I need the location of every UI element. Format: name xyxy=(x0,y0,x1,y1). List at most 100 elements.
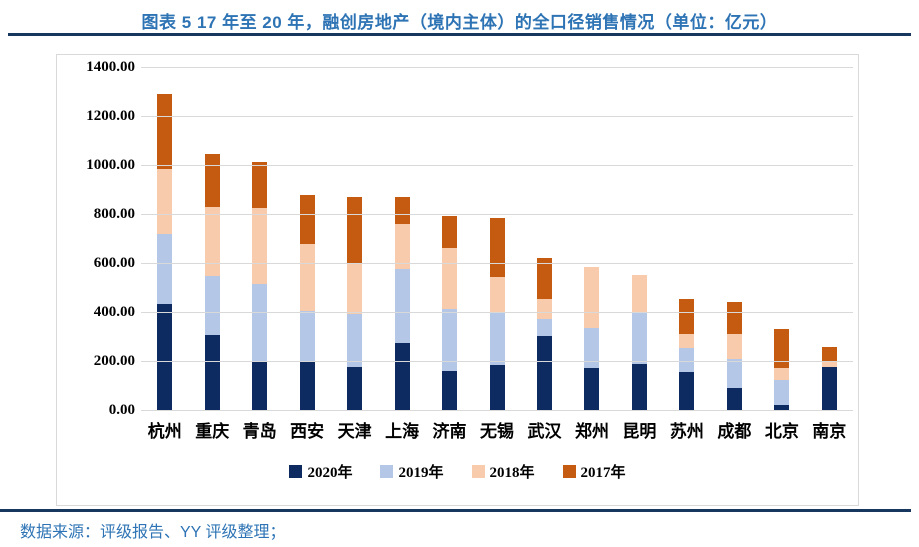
bar-segment xyxy=(631,312,647,364)
legend-label: 2017年 xyxy=(580,465,626,481)
bar-segment xyxy=(394,269,410,344)
legend-swatch xyxy=(471,465,485,478)
x-axis-label: 南京 xyxy=(812,422,847,441)
stacked-bar xyxy=(679,299,695,410)
stacked-bar xyxy=(726,301,742,410)
x-axis: 杭州 重庆 青岛 西安 天津 上海 济南 无锡 武汉 郑州 昆明 苏州 成都 北京 南京 xyxy=(141,417,853,442)
bar-segment xyxy=(442,370,458,410)
bar-segment xyxy=(442,215,458,248)
bar-segment xyxy=(442,247,458,310)
bar-segment xyxy=(774,379,790,406)
bar-column xyxy=(521,67,568,410)
x-axis-label: 重庆 xyxy=(195,422,230,441)
gridline xyxy=(141,262,853,264)
footer-divider xyxy=(0,509,911,512)
bars-layer xyxy=(141,67,853,410)
stacked-bar xyxy=(394,197,410,410)
stacked-bar xyxy=(489,217,505,410)
x-axis-label: 成都 xyxy=(717,422,752,441)
x-axis-label: 西安 xyxy=(290,422,325,441)
bar-column xyxy=(141,67,188,410)
bar-segment xyxy=(679,371,695,410)
bar-column xyxy=(663,67,710,410)
legend-item: 2019年 xyxy=(380,461,444,482)
y-axis-label: 0.00 xyxy=(108,402,135,418)
bar-segment xyxy=(347,314,363,368)
legend-item: 2020年 xyxy=(289,461,352,482)
x-axis-label: 杭州 xyxy=(147,422,182,441)
x-axis-label: 郑州 xyxy=(574,422,609,441)
x-axis-label: 昆明 xyxy=(622,422,657,441)
bar-segment xyxy=(299,361,315,410)
gridline xyxy=(141,115,853,117)
stacked-bar xyxy=(584,267,600,410)
bar-segment xyxy=(252,207,268,284)
bar-segment xyxy=(489,313,505,366)
bar-segment xyxy=(631,275,647,313)
bar-segment xyxy=(442,309,458,371)
bar-segment xyxy=(299,194,315,245)
bar-segment xyxy=(726,334,742,359)
bar-segment xyxy=(394,343,410,410)
bar-segment xyxy=(157,169,173,235)
bar-segment xyxy=(394,197,410,225)
legend-label: 2020年 xyxy=(307,465,353,481)
x-axis-label: 天津 xyxy=(337,422,372,441)
y-axis-label: 800.00 xyxy=(93,206,135,222)
chart-container: 0.00 200.00 400.00 600.00 800.00 1000.00 1200.… xyxy=(56,54,859,506)
chart-legend: 2020年 2019年 2018年 2017年 xyxy=(57,461,858,482)
bar-segment xyxy=(821,347,837,363)
stacked-bar xyxy=(442,215,458,410)
stacked-bar xyxy=(536,258,552,410)
bar-column xyxy=(711,67,758,410)
x-axis-label: 无锡 xyxy=(480,422,515,441)
bar-segment xyxy=(726,387,742,410)
bar-segment xyxy=(536,319,552,336)
bar-segment xyxy=(252,283,268,363)
bar-segment xyxy=(631,363,647,410)
bar-column xyxy=(378,67,425,410)
bar-segment xyxy=(679,299,695,335)
bar-column xyxy=(331,67,378,410)
x-axis-label: 济南 xyxy=(432,422,467,441)
bar-segment xyxy=(536,298,552,320)
title-divider xyxy=(8,33,911,36)
gridline xyxy=(141,66,853,68)
bar-column xyxy=(568,67,615,410)
stacked-bar xyxy=(204,154,220,410)
y-axis-label: 1200.00 xyxy=(86,108,135,124)
legend-item: 2018年 xyxy=(471,461,535,482)
gridline xyxy=(141,360,853,362)
stacked-bar xyxy=(631,275,647,410)
bar-segment xyxy=(394,224,410,270)
gridline xyxy=(141,409,853,411)
bar-segment xyxy=(347,263,363,315)
bar-segment xyxy=(252,362,268,410)
bar-segment xyxy=(157,304,173,410)
bar-column xyxy=(236,67,283,410)
page-title: 图表 5 17 年至 20 年，融创房地产（境内主体）的全口径销售情况（单位：亿… xyxy=(141,13,778,32)
bar-segment xyxy=(821,362,837,367)
bar-segment xyxy=(489,217,505,277)
bar-segment xyxy=(774,405,790,410)
bar-segment xyxy=(584,368,600,410)
bar-column xyxy=(806,67,853,410)
x-axis-label: 青岛 xyxy=(242,422,277,441)
gridline xyxy=(141,311,853,313)
y-axis-label: 200.00 xyxy=(93,353,135,369)
legend-label: 2019年 xyxy=(398,465,444,481)
source-note: 数据来源：评级报告、YY 评级整理； xyxy=(20,524,286,541)
plot-area xyxy=(141,66,853,411)
bar-segment xyxy=(252,161,268,208)
bar-segment xyxy=(347,367,363,410)
bar-segment xyxy=(157,93,173,170)
legend-label: 2018年 xyxy=(489,465,535,481)
bar-segment xyxy=(821,366,837,410)
legend-swatch xyxy=(380,465,394,478)
bar-segment xyxy=(584,328,600,369)
y-axis-label: 1400.00 xyxy=(86,59,135,75)
bar-segment xyxy=(726,358,742,388)
stacked-bar xyxy=(774,328,790,410)
bar-segment xyxy=(679,348,695,372)
bar-segment xyxy=(774,328,790,369)
